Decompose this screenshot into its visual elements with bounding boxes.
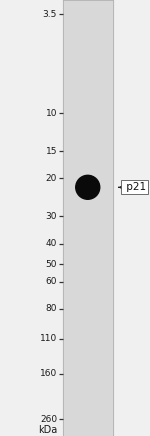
Text: 50: 50 — [45, 260, 57, 269]
Text: 60: 60 — [45, 277, 57, 286]
Text: 20: 20 — [46, 174, 57, 183]
Text: 10: 10 — [45, 109, 57, 118]
Text: 40: 40 — [46, 239, 57, 248]
Ellipse shape — [76, 175, 100, 199]
Text: 110: 110 — [40, 334, 57, 343]
Text: 260: 260 — [40, 415, 57, 424]
Text: 30: 30 — [45, 212, 57, 221]
Text: p21: p21 — [123, 182, 146, 192]
Text: 160: 160 — [40, 369, 57, 378]
Text: 80: 80 — [45, 304, 57, 313]
Text: 3.5: 3.5 — [43, 10, 57, 19]
Text: 15: 15 — [45, 147, 57, 156]
Text: kDa: kDa — [38, 425, 57, 435]
